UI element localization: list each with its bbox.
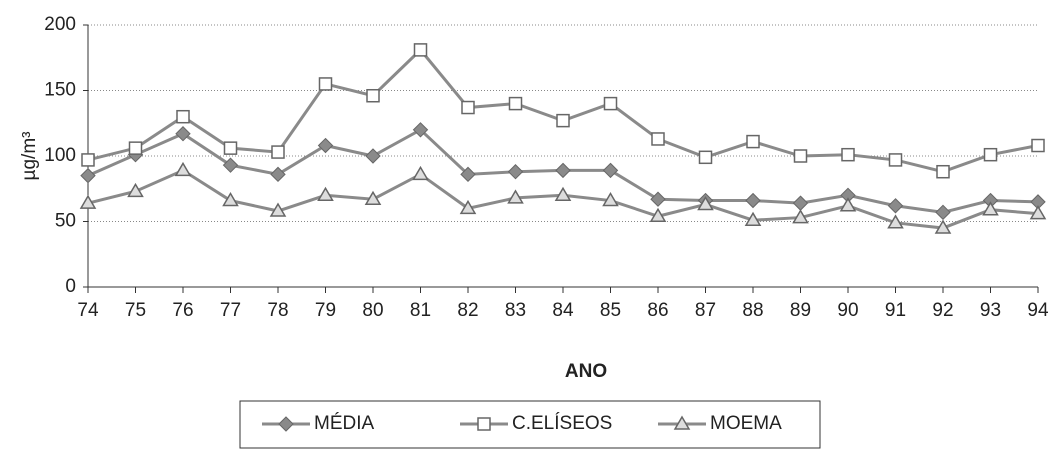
x-tick-label: 94 <box>1027 300 1049 321</box>
marker <box>556 113 570 128</box>
marker <box>317 186 334 202</box>
marker <box>649 207 667 223</box>
marker <box>459 199 477 215</box>
y-tick-label: 200 <box>44 14 76 35</box>
x-tick-label: 85 <box>600 300 621 321</box>
x-tick-label: 81 <box>410 300 431 321</box>
marker <box>79 194 97 209</box>
x-tick-label: 77 <box>220 300 241 321</box>
marker <box>554 186 572 202</box>
marker <box>364 190 382 205</box>
marker <box>318 77 333 91</box>
marker <box>127 182 144 198</box>
x-tick-label: 82 <box>457 300 478 321</box>
marker <box>176 109 190 124</box>
marker <box>269 202 287 217</box>
marker <box>1031 138 1045 153</box>
marker <box>792 195 809 211</box>
marker <box>793 149 808 163</box>
marker <box>278 416 294 432</box>
marker <box>222 157 239 173</box>
marker <box>507 164 524 180</box>
x-tick-label: 91 <box>885 300 906 321</box>
marker <box>745 192 761 209</box>
marker <box>412 122 429 138</box>
x-tick-label: 89 <box>790 300 811 321</box>
marker <box>792 209 809 224</box>
x-tick-label: 74 <box>77 300 99 321</box>
marker <box>460 166 476 183</box>
marker <box>366 88 380 103</box>
marker <box>983 147 998 162</box>
x-tick-label: 92 <box>932 300 953 321</box>
x-tick-label: 78 <box>267 300 288 321</box>
marker <box>413 43 428 57</box>
marker <box>934 219 952 234</box>
x-axis-label: ANO <box>565 361 607 382</box>
marker <box>887 198 904 214</box>
x-tick-label: 87 <box>695 300 716 321</box>
marker <box>650 191 666 207</box>
marker <box>936 164 950 179</box>
x-tick-label: 80 <box>362 300 383 321</box>
marker <box>223 141 238 155</box>
marker <box>81 153 95 167</box>
legend-box <box>239 400 821 449</box>
x-tick-label: 83 <box>505 300 526 321</box>
marker <box>673 415 691 430</box>
marker <box>744 211 762 226</box>
x-tick-label: 88 <box>742 300 763 321</box>
marker <box>746 134 760 149</box>
y-tick-label: 150 <box>44 80 76 101</box>
marker <box>174 161 192 177</box>
marker <box>841 147 855 162</box>
marker <box>603 96 618 111</box>
y-tick-label: 100 <box>44 145 76 166</box>
x-tick-label: 93 <box>980 300 1001 321</box>
marker <box>697 195 714 211</box>
marker <box>935 204 951 221</box>
marker <box>271 145 285 159</box>
marker <box>888 153 903 167</box>
marker <box>555 162 571 179</box>
marker <box>651 132 665 146</box>
marker <box>175 126 191 142</box>
y-tick-label: 50 <box>55 211 76 232</box>
x-tick-label: 84 <box>552 300 574 321</box>
marker <box>270 166 286 183</box>
x-tick-label: 76 <box>172 300 193 321</box>
marker <box>839 197 857 212</box>
legend-label: MOEMA <box>710 413 782 434</box>
marker <box>698 150 713 165</box>
marker <box>461 100 475 115</box>
marker <box>222 192 239 207</box>
marker <box>317 137 334 154</box>
marker <box>508 96 523 111</box>
marker <box>128 141 143 155</box>
x-tick-label: 90 <box>837 300 858 321</box>
x-tick-label: 86 <box>647 300 668 321</box>
marker <box>887 214 904 229</box>
marker <box>80 167 96 184</box>
legend-label: MÉDIA <box>314 413 375 434</box>
marker <box>602 162 619 179</box>
marker <box>982 201 999 216</box>
marker <box>365 148 381 164</box>
marker <box>412 165 429 181</box>
legend-label: C.ELÍSEOS <box>512 413 612 434</box>
y-axis-label: µg/m³ <box>19 132 40 181</box>
marker <box>477 417 491 431</box>
x-tick-label: 75 <box>125 300 146 321</box>
x-tick-label: 79 <box>315 300 336 321</box>
marker <box>602 192 619 207</box>
marker <box>507 189 524 204</box>
marker <box>1029 205 1047 220</box>
y-tick-label: 0 <box>65 276 76 297</box>
